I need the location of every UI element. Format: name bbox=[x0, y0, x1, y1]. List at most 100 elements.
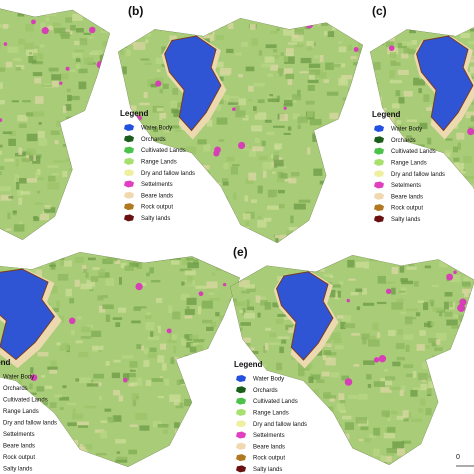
land-patch bbox=[339, 409, 346, 413]
land-patch bbox=[37, 130, 45, 139]
land-patch bbox=[292, 113, 300, 120]
land-patch bbox=[102, 258, 113, 265]
land-patch bbox=[67, 422, 77, 427]
land-patch bbox=[383, 432, 396, 439]
settlement bbox=[457, 303, 466, 312]
legend-item: Setelments bbox=[391, 183, 421, 189]
land-patch bbox=[252, 146, 264, 152]
land-patch bbox=[138, 282, 147, 286]
land-patch bbox=[276, 362, 283, 371]
land-patch bbox=[50, 69, 54, 74]
land-patch bbox=[239, 310, 243, 313]
legend-item: Beare lands bbox=[3, 444, 35, 450]
legend-item: Dry and fallow lands bbox=[141, 171, 195, 177]
land-patch bbox=[449, 275, 461, 283]
land-patch bbox=[83, 32, 91, 35]
land-patch bbox=[243, 284, 255, 289]
land-patch bbox=[330, 332, 341, 341]
land-patch bbox=[325, 62, 334, 70]
land-patch bbox=[413, 77, 426, 86]
settlement bbox=[59, 81, 63, 85]
land-patch bbox=[40, 22, 46, 30]
land-patch bbox=[277, 189, 285, 194]
land-patch bbox=[265, 44, 277, 49]
land-patch bbox=[87, 257, 96, 261]
legend-item: Salty lands bbox=[253, 467, 282, 473]
land-patch bbox=[343, 323, 356, 329]
land-patch bbox=[157, 355, 165, 363]
land-patch bbox=[180, 293, 191, 301]
basin-outline bbox=[230, 255, 474, 465]
land-patch bbox=[234, 105, 240, 111]
land-patch bbox=[147, 336, 160, 341]
land-patch bbox=[246, 306, 255, 311]
land-patch bbox=[401, 280, 414, 285]
land-patch bbox=[338, 393, 345, 400]
land-patch bbox=[129, 369, 136, 372]
land-patch bbox=[406, 308, 418, 312]
land-patch bbox=[358, 48, 363, 54]
land-patch bbox=[60, 73, 69, 80]
land-patch bbox=[169, 125, 180, 129]
land-patch bbox=[423, 94, 430, 102]
land-patch bbox=[7, 212, 11, 220]
land-patch bbox=[444, 301, 449, 310]
land-patch bbox=[338, 46, 347, 53]
land-patch bbox=[283, 68, 293, 75]
land-patch bbox=[36, 169, 41, 176]
land-patch bbox=[387, 37, 395, 42]
land-patch bbox=[470, 66, 474, 74]
land-patch bbox=[126, 49, 131, 57]
land-patch bbox=[79, 377, 92, 384]
land-patch bbox=[344, 422, 355, 430]
land-patch bbox=[140, 58, 150, 61]
legend-swatch bbox=[236, 442, 246, 450]
land-patch bbox=[79, 38, 88, 46]
land-patch bbox=[169, 35, 177, 41]
land-patch bbox=[390, 410, 398, 415]
panel-label: (b) bbox=[128, 4, 143, 18]
land-patch bbox=[148, 125, 157, 130]
land-patch bbox=[72, 408, 76, 416]
land-patch bbox=[197, 306, 202, 315]
land-patch bbox=[277, 68, 285, 74]
land-patch bbox=[396, 298, 404, 304]
land-patch bbox=[131, 393, 139, 401]
land-patch bbox=[125, 105, 137, 111]
legend-item: Beare lands bbox=[253, 444, 285, 450]
land-patch bbox=[308, 72, 315, 80]
land-patch bbox=[297, 89, 301, 97]
land-patch bbox=[139, 425, 150, 431]
land-patch bbox=[279, 113, 288, 121]
land-patch bbox=[0, 186, 11, 192]
land-patch bbox=[240, 322, 251, 326]
land-patch bbox=[159, 88, 164, 94]
land-patch bbox=[253, 82, 265, 87]
lake bbox=[276, 271, 334, 361]
land-patch bbox=[230, 166, 239, 175]
land-patch bbox=[241, 290, 250, 294]
legend-item: Range Lands bbox=[3, 409, 39, 415]
land-patch bbox=[179, 268, 192, 272]
legend-swatch bbox=[124, 169, 134, 177]
land-patch bbox=[12, 210, 17, 213]
land-patch bbox=[0, 144, 3, 148]
land-patch bbox=[404, 316, 413, 325]
land-patch bbox=[76, 28, 84, 33]
land-patch bbox=[163, 126, 170, 133]
land-patch bbox=[121, 355, 134, 359]
land-patch bbox=[458, 314, 464, 321]
land-patch bbox=[47, 175, 56, 182]
land-patch bbox=[41, 84, 53, 88]
land-patch bbox=[323, 79, 329, 83]
land-patch bbox=[401, 41, 412, 47]
land-patch bbox=[400, 311, 406, 315]
land-patch bbox=[329, 405, 334, 414]
land-patch bbox=[284, 56, 295, 64]
land-patch bbox=[355, 261, 365, 268]
land-patch bbox=[292, 32, 298, 38]
land-patch bbox=[389, 386, 400, 391]
land-patch bbox=[16, 182, 20, 190]
land-patch bbox=[31, 154, 42, 158]
land-patch bbox=[347, 259, 355, 268]
